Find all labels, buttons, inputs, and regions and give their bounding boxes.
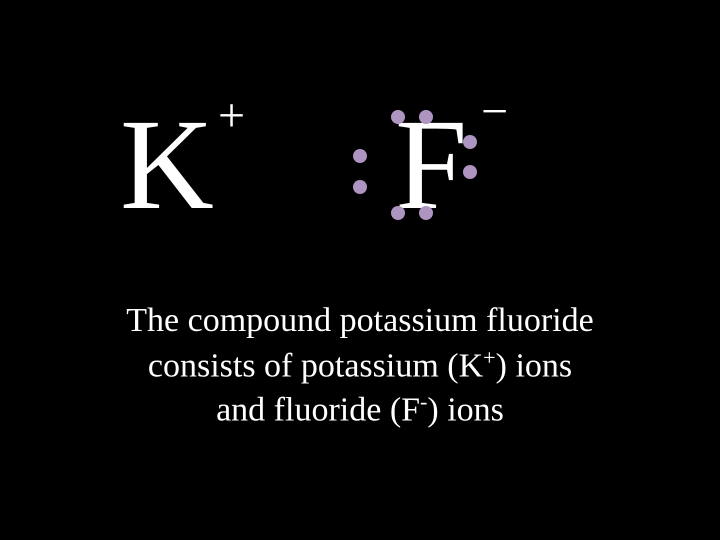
caption-line3b: ) ions [427,392,504,429]
caption-line2-sup: + [483,345,495,370]
electron-dot [463,135,477,149]
potassium-charge: + [218,92,245,140]
electron-dot [353,149,367,163]
caption-line3-sup: - [420,389,427,414]
fluoride-charge: − [481,88,508,136]
electron-dot [353,180,367,194]
electron-dot [391,206,405,220]
caption-line2b: ) ions [496,347,573,384]
caption-line2a: consists of potassium (K [148,347,483,384]
potassium-symbol: K [120,93,214,237]
potassium-ion: K + [120,100,214,230]
electron-dot [391,110,405,124]
electron-dot [419,206,433,220]
electron-dot [463,165,477,179]
caption-line3a: and fluoride (F [216,392,420,429]
caption-line1: The compound potassium fluoride [126,302,593,339]
electron-dot [419,110,433,124]
caption-text: The compound potassium fluoride consists… [50,300,670,432]
